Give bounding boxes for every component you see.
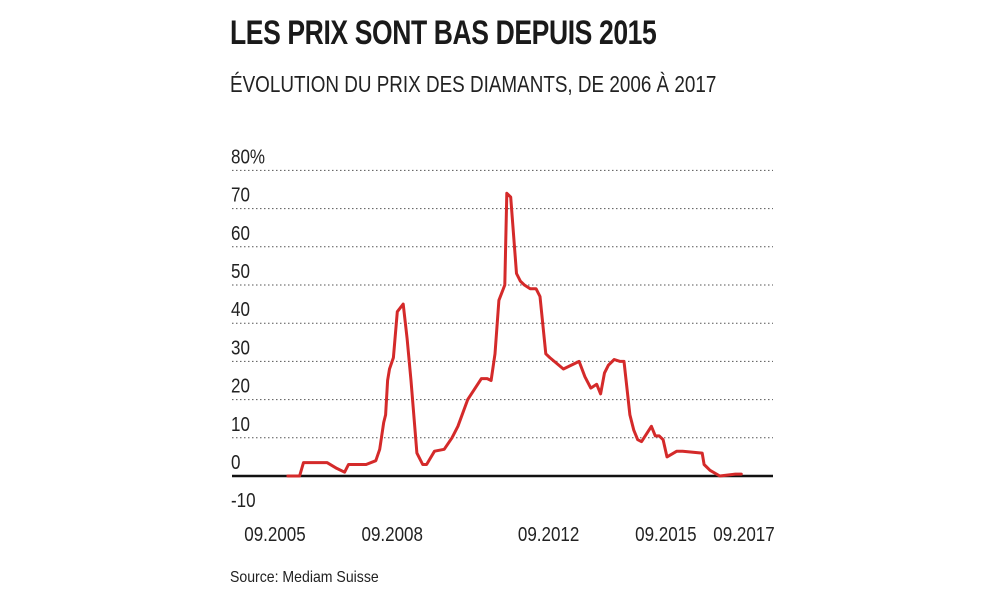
chart-subtitle: ÉVOLUTION DU PRIX DES DIAMANTS, DE 2006 … (230, 71, 717, 97)
y-tick-label: 40 (231, 298, 250, 321)
chart-title: LES PRIX SONT BAS DEPUIS 2015 (230, 14, 657, 52)
series-line (286, 191, 743, 478)
y-tick-label: 80% (231, 145, 265, 168)
grid-lines (232, 169, 773, 478)
y-tick-label: 60 (231, 221, 250, 244)
y-tick-label: -10 (231, 489, 256, 512)
y-tick-label: 0 (231, 451, 240, 474)
y-tick-label: 50 (231, 260, 250, 283)
y-tick-label: 20 (231, 374, 250, 397)
axis-tick-labels: -10 0 10 20 30 40 50 60 70 80% 09.2005 09.2008 09.20… (231, 145, 775, 545)
y-tick-label: 70 (231, 183, 250, 206)
x-tick-label: 09.2015 (635, 523, 696, 546)
price-series (286, 191, 743, 478)
x-tick-label: 09.2008 (362, 523, 423, 546)
y-tick-label: 10 (231, 412, 250, 435)
x-tick-label: 09.2005 (244, 523, 305, 546)
x-tick-label: 09.2012 (518, 523, 579, 546)
x-tick-label: 09.2017 (713, 523, 774, 546)
source-note: Source: Mediam Suisse (230, 569, 379, 586)
y-tick-label: 30 (231, 336, 250, 359)
